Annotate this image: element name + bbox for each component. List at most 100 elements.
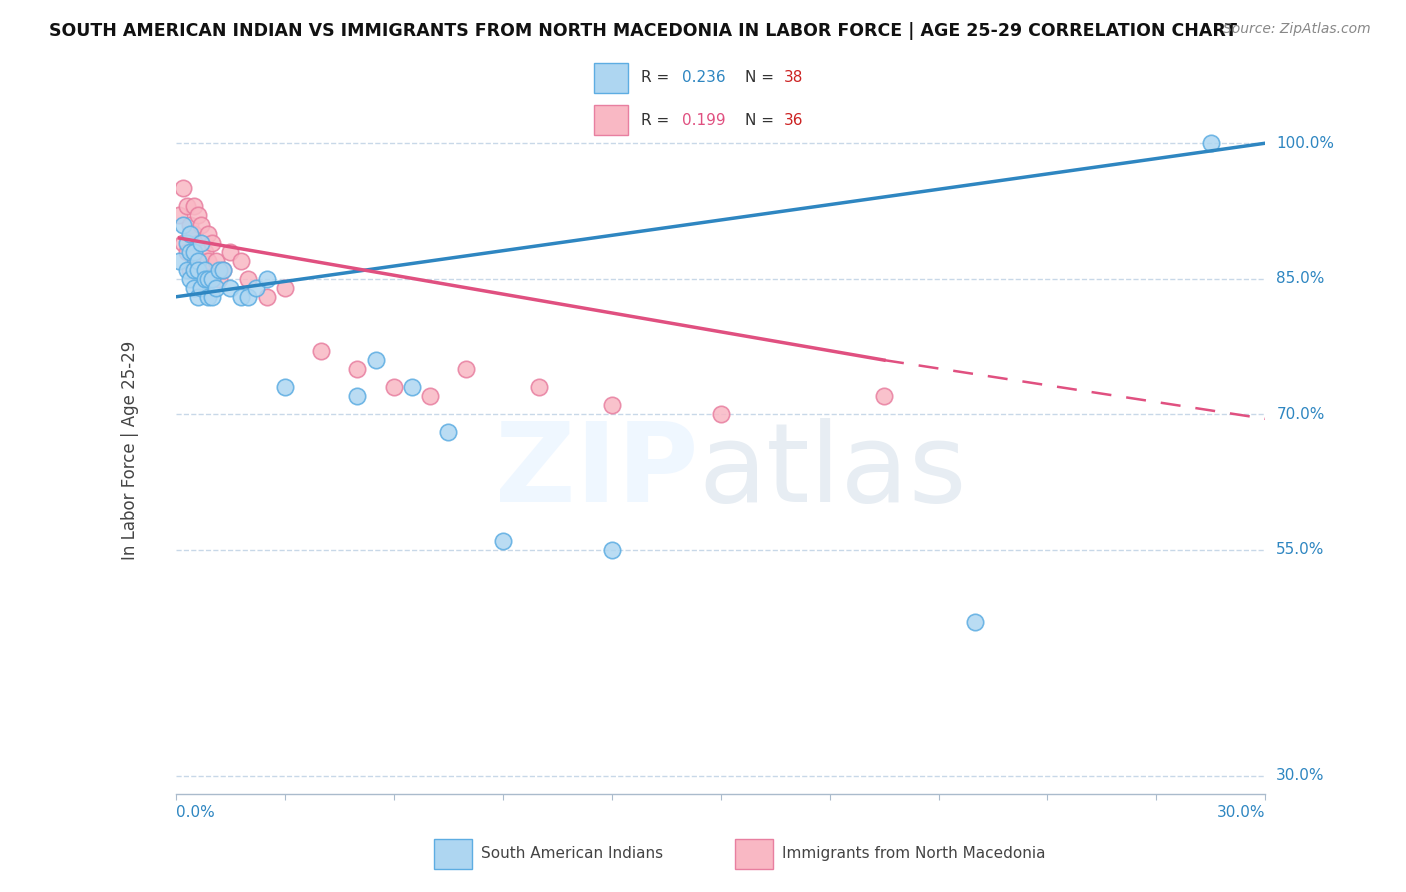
- Point: [219, 281, 242, 295]
- Point: [212, 262, 235, 277]
- Point: [186, 290, 209, 304]
- Point: [186, 262, 209, 277]
- Text: N =: N =: [745, 70, 773, 86]
- Point: [204, 281, 226, 295]
- Point: [437, 425, 460, 440]
- Point: [256, 290, 278, 304]
- Point: [179, 227, 201, 241]
- Point: [492, 533, 515, 548]
- Point: [183, 227, 205, 241]
- Point: [401, 380, 423, 394]
- Point: [201, 235, 224, 250]
- Point: [219, 244, 242, 259]
- Text: 0.236: 0.236: [682, 70, 725, 86]
- Text: Source: ZipAtlas.com: Source: ZipAtlas.com: [1223, 22, 1371, 37]
- Point: [179, 262, 201, 277]
- Point: [183, 262, 205, 277]
- Point: [169, 253, 191, 268]
- Point: [179, 218, 201, 232]
- Text: 100.0%: 100.0%: [1277, 136, 1334, 151]
- Point: [201, 271, 224, 285]
- Point: [179, 271, 201, 285]
- Point: [186, 235, 209, 250]
- Point: [186, 209, 209, 223]
- FancyBboxPatch shape: [735, 838, 773, 869]
- Point: [201, 290, 224, 304]
- Point: [231, 290, 253, 304]
- Text: 0.199: 0.199: [682, 112, 725, 128]
- Text: South American Indians: South American Indians: [481, 847, 664, 861]
- Text: 70.0%: 70.0%: [1277, 407, 1324, 422]
- Point: [183, 199, 205, 213]
- Point: [172, 181, 194, 195]
- Point: [456, 362, 478, 376]
- Point: [419, 389, 441, 403]
- Point: [238, 271, 260, 285]
- Point: [197, 227, 219, 241]
- Text: Immigrants from North Macedonia: Immigrants from North Macedonia: [782, 847, 1046, 861]
- Point: [208, 271, 231, 285]
- Point: [194, 244, 217, 259]
- Point: [231, 253, 253, 268]
- Point: [176, 262, 198, 277]
- Point: [238, 290, 260, 304]
- Point: [197, 271, 219, 285]
- Point: [963, 615, 986, 630]
- Point: [190, 235, 212, 250]
- Point: [172, 218, 194, 232]
- FancyBboxPatch shape: [433, 838, 472, 869]
- Point: [172, 235, 194, 250]
- Point: [176, 199, 198, 213]
- Point: [309, 344, 332, 359]
- Point: [194, 262, 217, 277]
- FancyBboxPatch shape: [593, 105, 627, 135]
- Text: 85.0%: 85.0%: [1277, 271, 1324, 286]
- Text: R =: R =: [641, 70, 669, 86]
- Point: [600, 542, 623, 557]
- Point: [1199, 136, 1222, 151]
- Point: [212, 262, 235, 277]
- Text: 30.0%: 30.0%: [1277, 768, 1324, 783]
- Text: 30.0%: 30.0%: [1218, 805, 1265, 820]
- Point: [346, 362, 368, 376]
- Point: [190, 281, 212, 295]
- Point: [364, 353, 387, 368]
- Point: [204, 253, 226, 268]
- Point: [382, 380, 405, 394]
- Text: SOUTH AMERICAN INDIAN VS IMMIGRANTS FROM NORTH MACEDONIA IN LABOR FORCE | AGE 25: SOUTH AMERICAN INDIAN VS IMMIGRANTS FROM…: [49, 22, 1237, 40]
- Text: 0.0%: 0.0%: [176, 805, 215, 820]
- Point: [179, 244, 201, 259]
- Text: ZIP: ZIP: [495, 417, 699, 524]
- Point: [183, 244, 205, 259]
- Point: [186, 262, 209, 277]
- Point: [346, 389, 368, 403]
- Point: [194, 271, 217, 285]
- Text: N =: N =: [745, 112, 773, 128]
- Point: [197, 290, 219, 304]
- Text: 36: 36: [783, 112, 803, 128]
- Point: [190, 218, 212, 232]
- Text: atlas: atlas: [699, 417, 967, 524]
- Point: [197, 253, 219, 268]
- FancyBboxPatch shape: [593, 63, 627, 93]
- Point: [190, 253, 212, 268]
- Point: [186, 253, 209, 268]
- Point: [873, 389, 896, 403]
- Point: [194, 262, 217, 277]
- Point: [176, 244, 198, 259]
- Point: [183, 281, 205, 295]
- Point: [208, 262, 231, 277]
- Text: 38: 38: [783, 70, 803, 86]
- Point: [256, 271, 278, 285]
- Point: [176, 235, 198, 250]
- Point: [710, 407, 733, 421]
- Point: [274, 380, 297, 394]
- Point: [527, 380, 550, 394]
- Text: In Labor Force | Age 25-29: In Labor Force | Age 25-29: [121, 341, 139, 560]
- Text: 55.0%: 55.0%: [1277, 542, 1324, 558]
- Point: [245, 281, 267, 295]
- Point: [169, 209, 191, 223]
- Text: R =: R =: [641, 112, 669, 128]
- Point: [600, 398, 623, 412]
- Point: [274, 281, 297, 295]
